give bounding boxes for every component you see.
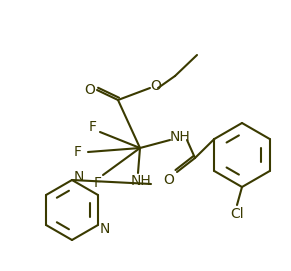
Text: NH: NH [170, 130, 190, 144]
Text: N: N [74, 170, 84, 184]
Text: F: F [74, 145, 82, 159]
Text: N: N [100, 222, 110, 236]
Text: O: O [85, 83, 95, 97]
Text: NH: NH [131, 174, 151, 188]
Text: F: F [94, 176, 102, 190]
Text: O: O [164, 173, 174, 187]
Text: Cl: Cl [230, 207, 244, 221]
Text: O: O [150, 79, 162, 93]
Text: F: F [89, 120, 97, 134]
